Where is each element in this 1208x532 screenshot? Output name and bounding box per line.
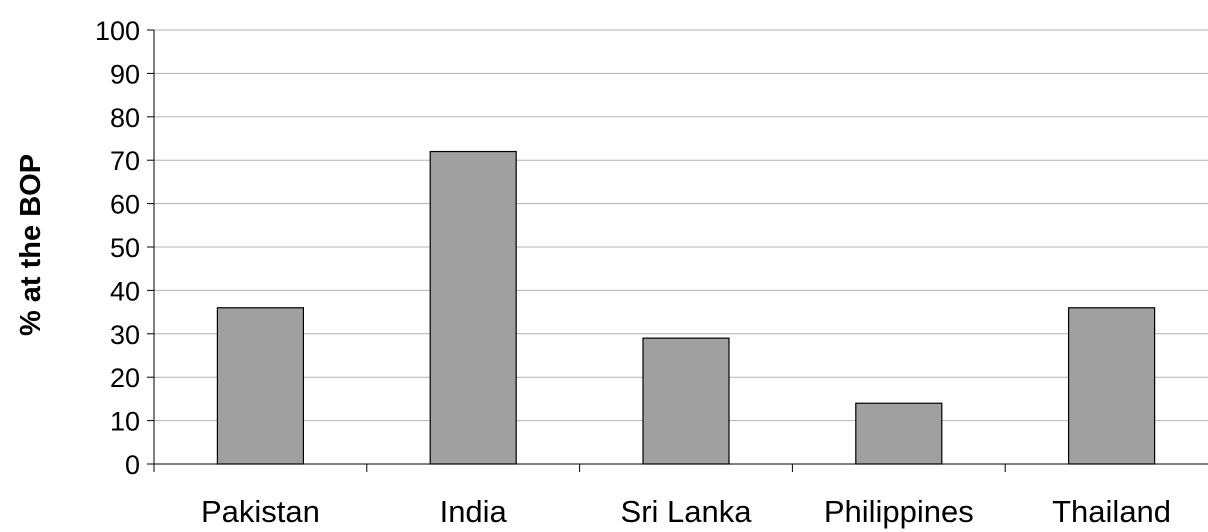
y-tick-label: 0 [125,450,140,480]
y-tick-label: 80 [110,103,140,133]
x-category-label: Pakistan [201,494,320,529]
x-category-label: Sri Lanka [621,494,753,529]
y-tick-label: 50 [110,233,140,263]
y-tick-label: 60 [110,190,140,220]
y-tick-label: 30 [110,320,140,350]
gridlines [154,29,1208,422]
y-tick-label: 70 [110,146,140,176]
y-tick-label: 40 [110,276,140,306]
x-category-labels: Pakistan India Sri Lanka Philippines Thailan… [201,494,1171,529]
x-category-label: India [440,494,508,529]
bar-pakistan [216,307,304,465]
y-tick-label: 20 [110,363,140,393]
y-tick-label: 90 [110,59,140,89]
axes [147,29,1208,472]
x-category-label: Philippines [824,494,974,529]
bars [216,150,1156,465]
bar-sri-lanka [642,337,730,465]
y-axis-title: % at the BOP [15,154,47,336]
bar-thailand [1067,307,1156,465]
y-tick-labels: 0 10 20 30 40 50 60 70 80 90 100 [95,16,140,480]
bar-philippines [855,402,943,465]
bar-india [429,150,517,465]
y-tick-label: 100 [95,16,140,46]
x-category-label: Thailand [1052,494,1171,529]
y-tick-label: 10 [110,407,140,437]
